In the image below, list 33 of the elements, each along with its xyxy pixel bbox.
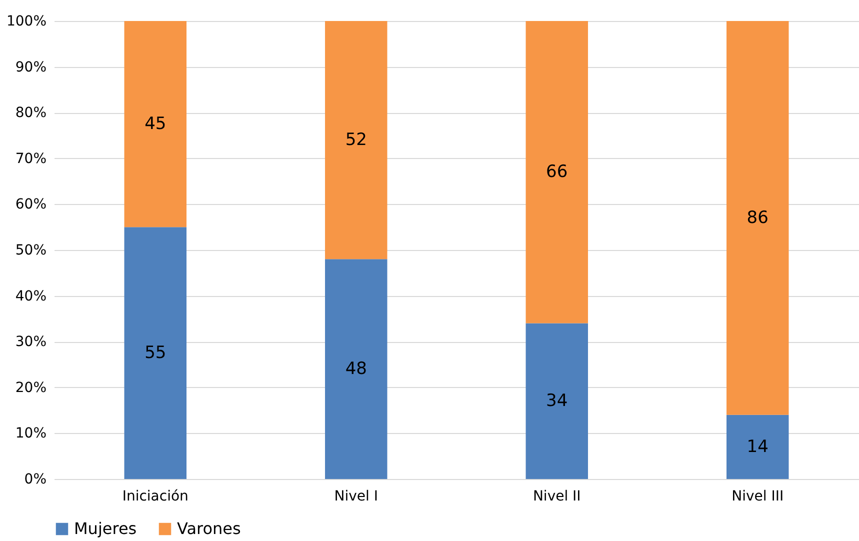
legend-label: Varones (177, 519, 241, 538)
legend-label: Mujeres (74, 519, 137, 538)
y-tick-label: 0% (24, 472, 46, 488)
y-tick-label: 70% (15, 150, 46, 167)
data-label: 86 (746, 208, 768, 228)
bar (124, 21, 186, 228)
data-label: 52 (345, 130, 367, 150)
x-tick-label: Nivel II (532, 488, 581, 504)
bar (526, 323, 588, 479)
bar (325, 259, 388, 479)
bar (726, 21, 789, 415)
x-tick-label: Iniciación (122, 488, 188, 504)
y-tick-label: 80% (15, 105, 46, 122)
bar (726, 414, 789, 479)
data-label: 48 (345, 359, 367, 380)
y-tick-label: 20% (15, 380, 46, 396)
y-tick-label: 60% (15, 196, 46, 213)
y-tick-label: 30% (15, 334, 46, 350)
bar (325, 21, 388, 260)
y-tick-label: 40% (15, 288, 46, 304)
y-tick-label: 100% (6, 14, 46, 30)
y-tick-label: 50% (15, 242, 46, 258)
bar (526, 21, 588, 324)
bar (124, 227, 186, 479)
y-tick-label: 90% (15, 59, 46, 76)
x-tick-label: Nivel I (334, 488, 378, 504)
data-label: 34 (546, 391, 568, 412)
data-label: 55 (144, 343, 166, 364)
data-label: 66 (546, 162, 568, 182)
data-label: 45 (144, 114, 166, 134)
x-tick-label: Nivel III (732, 488, 784, 504)
data-label: 14 (746, 436, 768, 457)
y-tick-label: 10% (15, 426, 46, 442)
